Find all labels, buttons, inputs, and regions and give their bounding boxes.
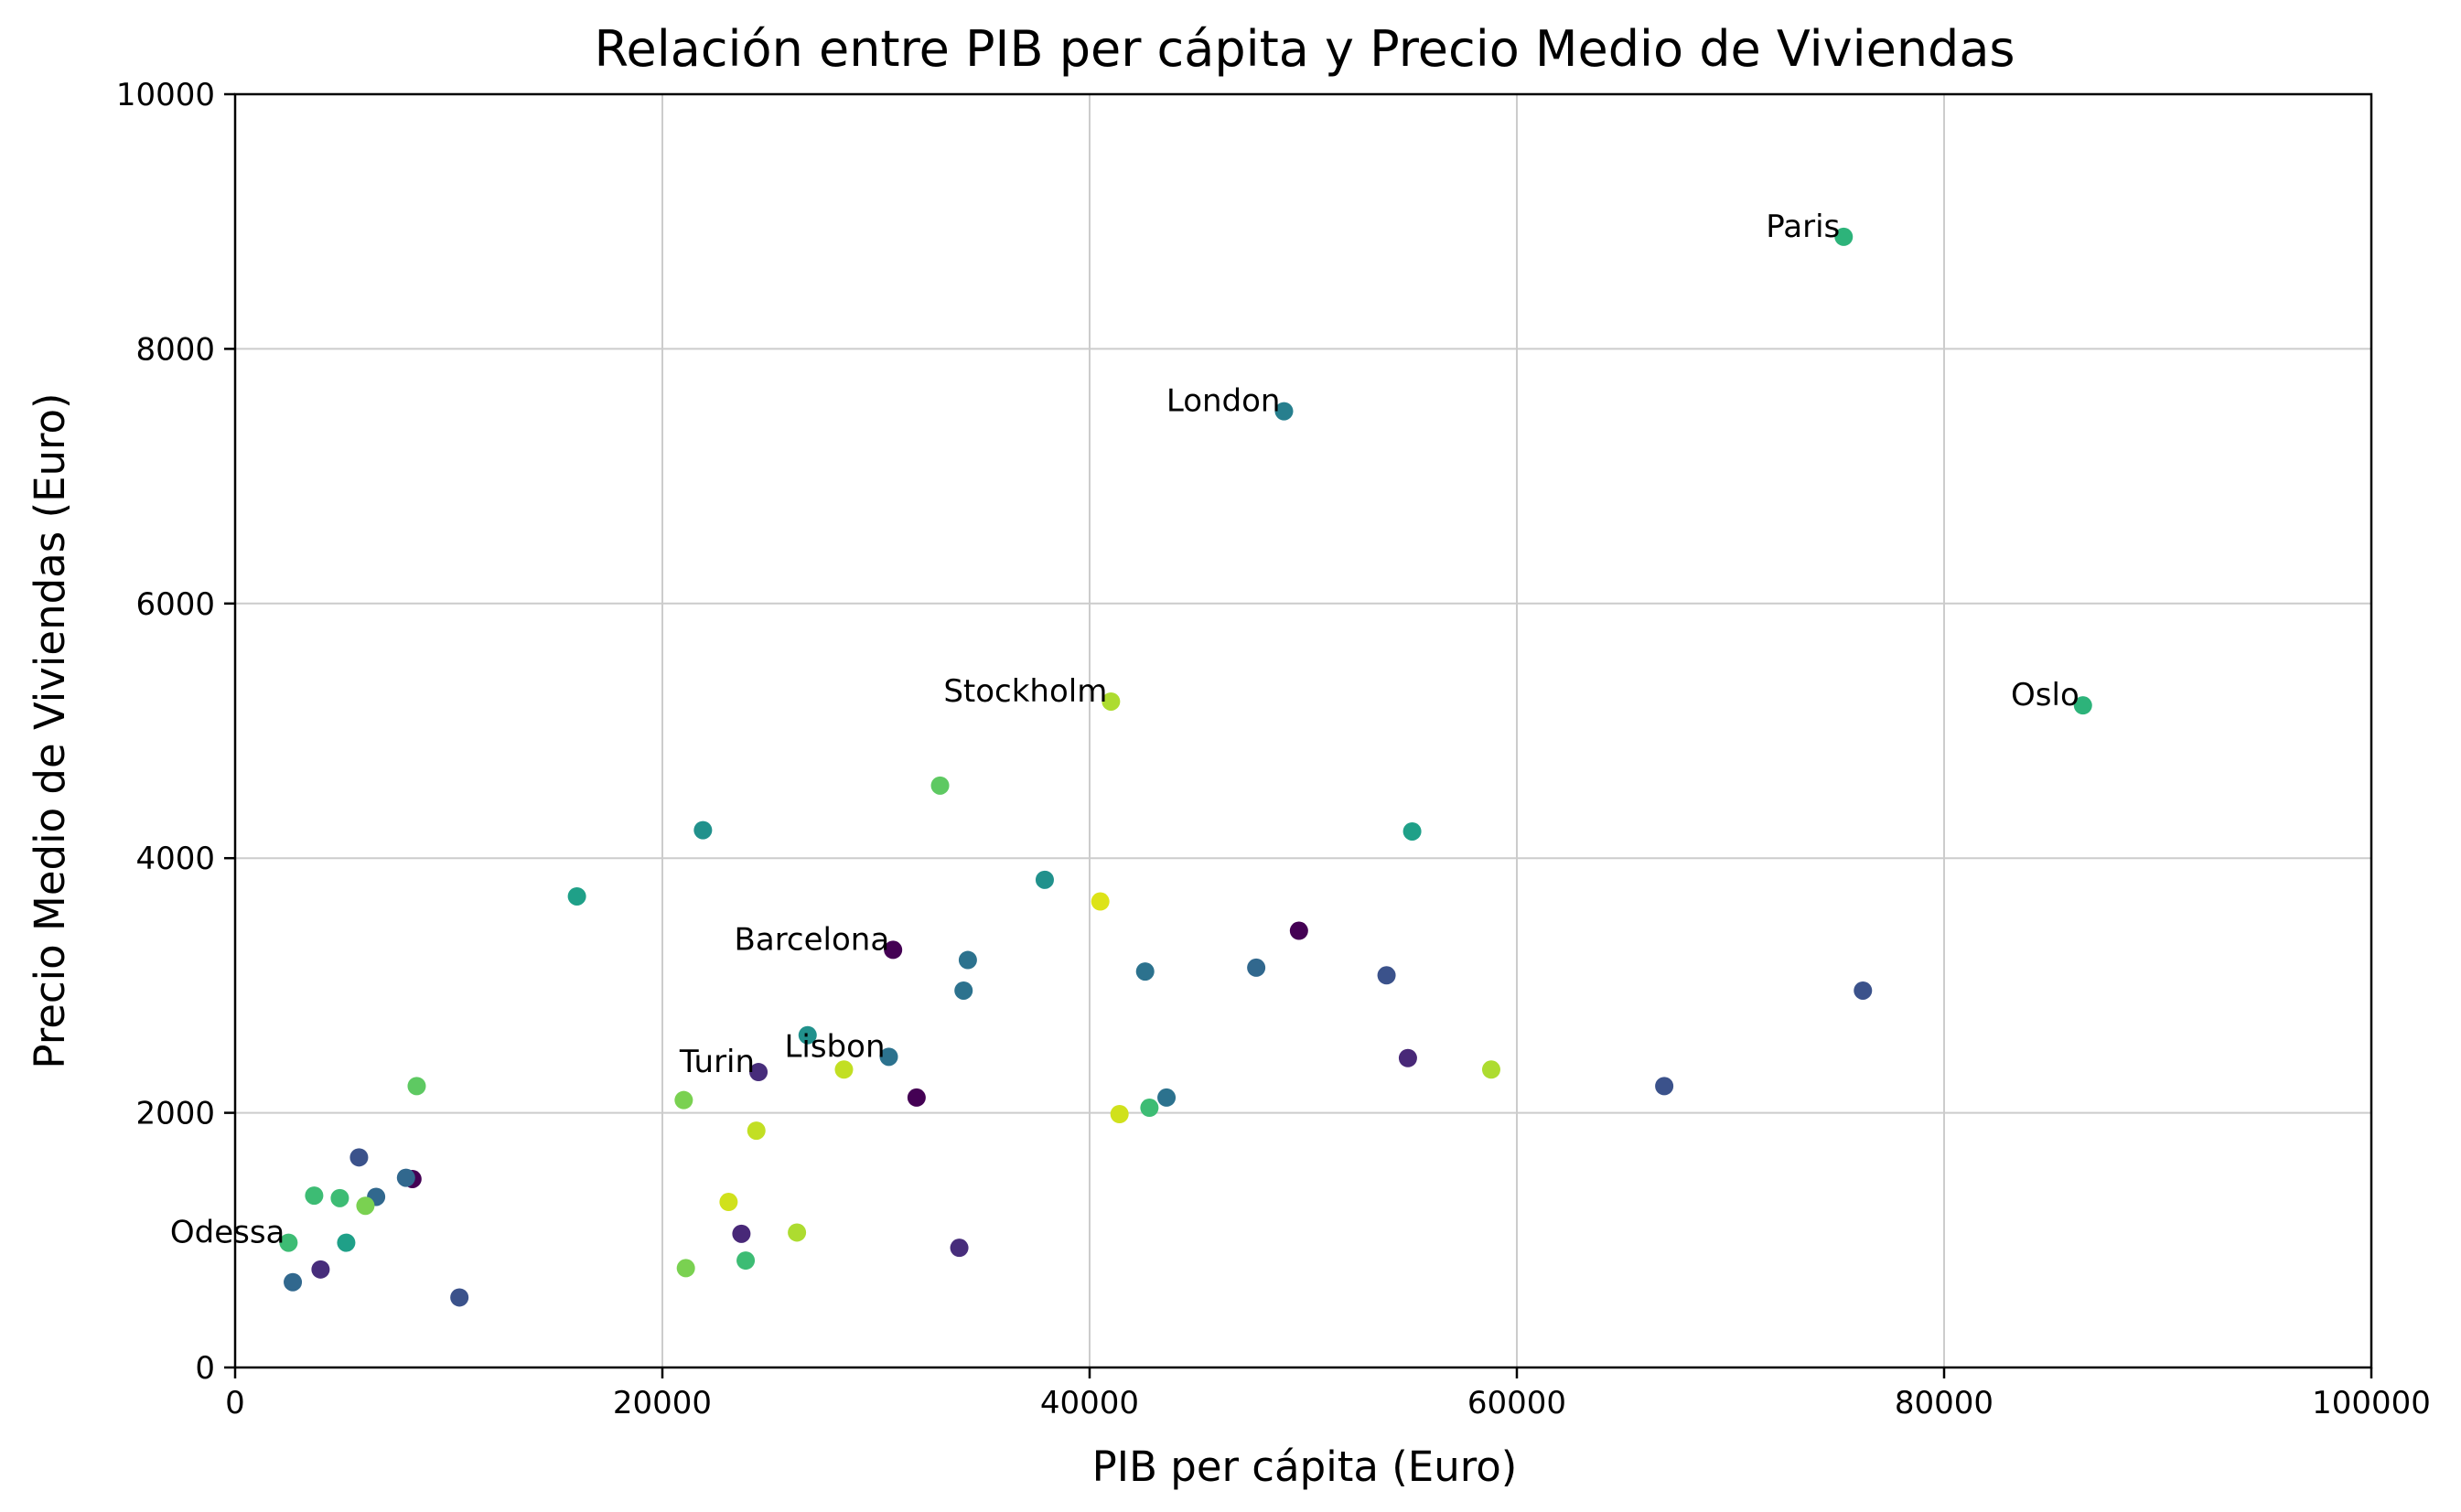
data-point bbox=[674, 1090, 693, 1110]
data-point bbox=[330, 1188, 349, 1207]
data-point-label: London bbox=[1166, 383, 1281, 420]
data-point bbox=[1035, 870, 1054, 889]
y-tick-label: 6000 bbox=[135, 586, 215, 623]
data-point bbox=[1655, 1077, 1674, 1096]
data-point bbox=[834, 1060, 854, 1079]
y-tick-label: 4000 bbox=[135, 841, 215, 877]
data-point bbox=[1102, 692, 1121, 711]
data-point-label: Lisbon bbox=[784, 1028, 885, 1065]
x-axis-title: PIB per cápita (Euro) bbox=[1092, 1442, 1518, 1491]
data-point bbox=[1834, 227, 1854, 246]
data-point bbox=[396, 1168, 415, 1187]
data-point bbox=[1140, 1099, 1159, 1118]
x-tick-label: 80000 bbox=[1895, 1385, 1994, 1421]
data-point bbox=[356, 1196, 375, 1216]
scatter-points bbox=[279, 227, 2092, 1307]
x-tick-label: 40000 bbox=[1040, 1385, 1139, 1421]
data-point bbox=[950, 1239, 969, 1258]
x-axis-ticks: 0 20000 40000 60000 80000 100000 bbox=[225, 1367, 2431, 1421]
y-tick-label: 8000 bbox=[135, 331, 215, 368]
data-point bbox=[1110, 1104, 1129, 1123]
data-point bbox=[407, 1077, 426, 1096]
x-tick-label: 100000 bbox=[2312, 1385, 2431, 1421]
data-point bbox=[1377, 966, 1396, 985]
x-tick-label: 60000 bbox=[1467, 1385, 1566, 1421]
x-tick-label: 20000 bbox=[613, 1385, 712, 1421]
data-point bbox=[1157, 1088, 1177, 1107]
data-point bbox=[719, 1193, 738, 1212]
data-point-label: Oslo bbox=[2011, 677, 2079, 713]
data-point bbox=[311, 1260, 330, 1279]
data-point-label: Barcelona bbox=[735, 921, 890, 958]
data-point bbox=[2073, 696, 2092, 715]
data-point bbox=[1481, 1060, 1500, 1079]
data-point bbox=[279, 1233, 298, 1252]
y-tick-label: 0 bbox=[195, 1350, 215, 1387]
data-point bbox=[1247, 958, 1266, 977]
data-point bbox=[907, 1088, 926, 1107]
chart-title: Relación entre PIB per cápita y Precio M… bbox=[594, 20, 2015, 78]
data-point-label: Stockholm bbox=[943, 673, 1107, 710]
data-point bbox=[1854, 981, 1873, 1000]
data-point bbox=[1398, 1048, 1417, 1067]
x-tick-label: 0 bbox=[225, 1385, 245, 1421]
data-point bbox=[1135, 962, 1155, 981]
grid-lines bbox=[234, 93, 2372, 1368]
data-point-label: Paris bbox=[1766, 209, 1840, 245]
data-point-label: Odessa bbox=[170, 1215, 285, 1251]
data-point bbox=[1402, 821, 1422, 841]
data-point bbox=[676, 1259, 695, 1278]
data-point bbox=[879, 1047, 898, 1067]
data-point bbox=[693, 820, 713, 840]
y-tick-label: 10000 bbox=[116, 77, 215, 113]
data-point bbox=[788, 1223, 807, 1242]
data-point bbox=[349, 1148, 369, 1167]
data-point bbox=[732, 1224, 751, 1243]
data-point bbox=[1091, 892, 1110, 911]
data-point bbox=[930, 776, 950, 795]
plot-area-frame bbox=[233, 92, 2373, 1369]
data-point bbox=[954, 981, 973, 1000]
data-point bbox=[305, 1186, 324, 1206]
data-point bbox=[749, 1063, 768, 1082]
y-axis-title: Precio Medio de Viviendas (Euro) bbox=[26, 392, 74, 1068]
data-point bbox=[337, 1233, 356, 1252]
data-point bbox=[1274, 402, 1294, 421]
data-point bbox=[798, 1025, 817, 1045]
data-point bbox=[450, 1288, 469, 1307]
data-point bbox=[884, 940, 903, 960]
data-point bbox=[736, 1251, 756, 1271]
data-point bbox=[747, 1121, 766, 1141]
point-labels: Paris London Oslo Stockholm Barcelona Lisbon T… bbox=[170, 209, 2079, 1251]
data-point bbox=[284, 1272, 303, 1292]
y-tick-label: 2000 bbox=[135, 1096, 215, 1132]
data-point bbox=[567, 886, 586, 906]
data-point bbox=[958, 950, 977, 970]
y-axis-ticks: 0 2000 4000 6000 8000 10000 bbox=[116, 77, 235, 1387]
data-point-label: Turin bbox=[679, 1044, 755, 1080]
data-point bbox=[1289, 921, 1308, 940]
